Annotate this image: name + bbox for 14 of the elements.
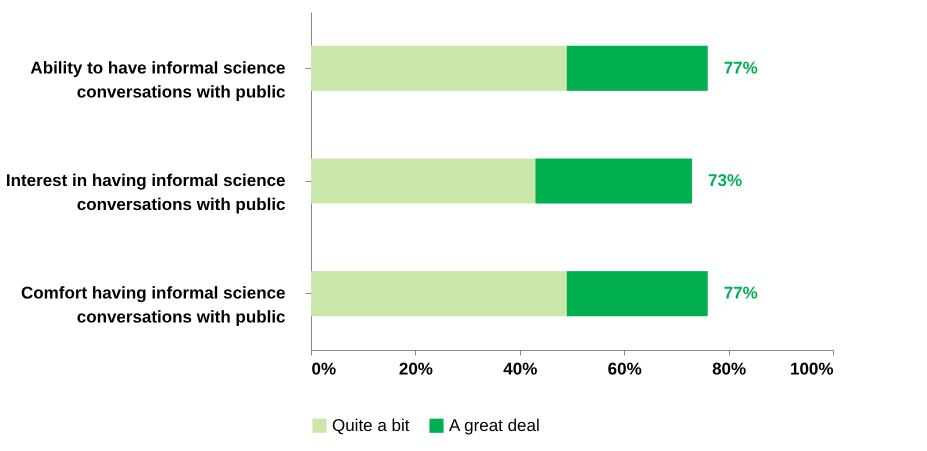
legend-label: A great deal (449, 416, 540, 435)
x-tick-label: 40% (503, 360, 538, 378)
y-tick-label: Comfort having informal science conversations with public (21, 284, 286, 327)
y-tick-label: Interest in having informal science conversations with public (6, 171, 286, 214)
y-tick-label: Ability to have informal science conversations with public (30, 58, 286, 102)
x-tick-label: 0% (312, 360, 336, 378)
x-tick-label: 80% (712, 360, 746, 378)
x-tick-label: 60% (608, 360, 642, 378)
total-label: 77% (724, 58, 758, 78)
legend-label: Quite a bit (332, 416, 410, 435)
total-label: 77% (724, 284, 758, 303)
x-tick-label: 100% (790, 360, 834, 378)
total-label: 73% (708, 171, 742, 190)
x-tick-label: 20% (398, 360, 433, 378)
